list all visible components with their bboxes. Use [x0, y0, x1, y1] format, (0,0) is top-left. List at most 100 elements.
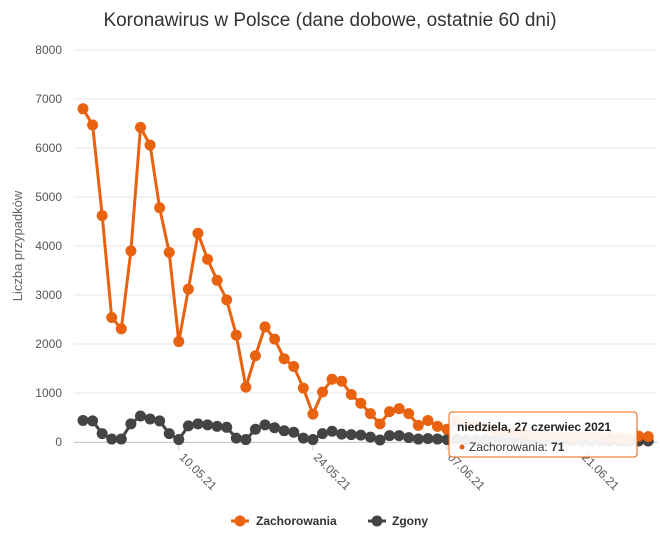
legend-item-zachorowania[interactable]: Zachorowania [231, 514, 337, 528]
data-point-zgony[interactable] [182, 420, 194, 432]
legend-label-zgony: Zgony [392, 514, 428, 528]
data-point-zgony[interactable] [125, 418, 137, 430]
data-point-zachorowania[interactable] [374, 418, 386, 430]
data-point-zachorowania[interactable] [230, 329, 242, 341]
data-point-zgony[interactable] [393, 430, 405, 442]
legend: Zachorowania Zgony [231, 514, 428, 528]
data-point-zgony[interactable] [269, 422, 281, 434]
legend-marker-zachorowania [234, 515, 246, 527]
data-point-zgony[interactable] [374, 434, 386, 446]
tooltip-series-marker [459, 444, 465, 450]
data-point-zgony[interactable] [326, 425, 338, 437]
data-point-zachorowania[interactable] [144, 139, 156, 151]
data-point-zgony[interactable] [307, 434, 319, 446]
legend-item-zgony[interactable]: Zgony [368, 514, 428, 528]
data-point-zgony[interactable] [134, 410, 146, 422]
data-point-zgony[interactable] [192, 418, 204, 430]
tooltip-colon: : [544, 440, 551, 454]
data-point-zachorowania[interactable] [336, 375, 348, 387]
data-point-zgony[interactable] [345, 429, 357, 441]
data-point-zachorowania[interactable] [297, 382, 309, 394]
data-point-zgony[interactable] [202, 419, 214, 431]
data-point-zachorowania[interactable] [96, 210, 108, 222]
data-point-zgony[interactable] [230, 432, 242, 444]
data-point-zgony[interactable] [403, 432, 415, 444]
data-point-zachorowania[interactable] [202, 253, 214, 265]
data-point-zgony[interactable] [154, 415, 166, 427]
data-point-zachorowania[interactable] [642, 431, 654, 443]
y-tick-label: 6000 [35, 141, 62, 155]
data-point-zachorowania[interactable] [192, 227, 204, 239]
data-point-zachorowania[interactable] [134, 121, 146, 133]
data-point-zgony[interactable] [336, 428, 348, 440]
data-point-zachorowania[interactable] [422, 414, 434, 426]
data-point-zachorowania[interactable] [259, 321, 271, 333]
data-point-zgony[interactable] [422, 433, 434, 445]
data-point-zachorowania[interactable] [115, 323, 127, 335]
data-point-zachorowania[interactable] [163, 246, 175, 258]
data-point-zgony[interactable] [278, 425, 290, 437]
series-line-zachorowania [81, 107, 650, 440]
data-point-zachorowania[interactable] [317, 386, 328, 398]
y-tick-label: 8000 [35, 43, 62, 57]
data-point-zachorowania[interactable] [288, 361, 300, 373]
data-point-zgony[interactable] [173, 434, 185, 446]
x-tick-label: 24.05.21 [311, 450, 354, 493]
data-point-zgony[interactable] [115, 433, 127, 445]
data-point-zachorowania[interactable] [431, 420, 443, 432]
data-point-zachorowania[interactable] [249, 350, 261, 362]
data-point-zachorowania[interactable] [326, 373, 338, 385]
data-point-zgony[interactable] [240, 434, 252, 446]
data-point-zgony[interactable] [106, 433, 118, 445]
data-point-zachorowania[interactable] [269, 333, 281, 345]
data-point-zachorowania[interactable] [211, 274, 223, 286]
data-point-zgony[interactable] [297, 432, 309, 444]
x-tick-label: 10.05.21 [177, 450, 220, 493]
data-point-zgony[interactable] [355, 429, 367, 441]
legend-label-zachorowania: Zachorowania [256, 514, 337, 528]
data-point-zgony[interactable] [144, 413, 156, 425]
data-point-zgony[interactable] [259, 419, 271, 431]
data-point-zachorowania[interactable] [364, 408, 376, 420]
data-point-zachorowania[interactable] [345, 388, 357, 400]
data-point-zachorowania[interactable] [307, 408, 319, 420]
data-point-zachorowania[interactable] [412, 419, 424, 431]
tooltip-date: niedziela, 27 czerwiec 2021 [457, 420, 611, 434]
tooltip-value: 71 [551, 440, 565, 454]
tooltip-line: Zachorowania: 71 [469, 440, 565, 454]
data-point-zgony[interactable] [364, 431, 376, 443]
data-point-zachorowania[interactable] [182, 283, 194, 295]
data-point-zachorowania[interactable] [221, 294, 233, 306]
data-point-zachorowania[interactable] [384, 406, 396, 418]
series-layer [77, 103, 654, 447]
data-point-zgony[interactable] [96, 428, 108, 440]
data-point-zgony[interactable] [77, 414, 89, 426]
data-point-zgony[interactable] [431, 433, 443, 445]
data-point-zgony[interactable] [412, 433, 424, 445]
gridlines [74, 49, 657, 443]
data-point-zgony[interactable] [87, 415, 99, 427]
data-point-zachorowania[interactable] [154, 202, 166, 214]
data-point-zgony[interactable] [317, 428, 328, 440]
data-point-zachorowania[interactable] [87, 119, 99, 131]
data-point-zachorowania[interactable] [125, 245, 137, 257]
data-point-zgony[interactable] [211, 420, 223, 432]
data-point-zachorowania[interactable] [403, 408, 415, 420]
data-point-zachorowania[interactable] [240, 381, 252, 393]
data-point-zgony[interactable] [288, 426, 300, 438]
data-point-zgony[interactable] [163, 428, 175, 440]
y-tick-label: 2000 [35, 337, 62, 351]
data-point-zgony[interactable] [221, 421, 233, 433]
tooltip: niedziela, 27 czerwiec 2021 Zachorowania… [448, 411, 638, 458]
data-point-zgony[interactable] [249, 423, 261, 435]
data-point-zgony[interactable] [384, 430, 396, 442]
data-point-zachorowania[interactable] [173, 336, 185, 348]
tooltip-series-name: Zachorowania [469, 440, 545, 454]
legend-marker-zgony [371, 515, 383, 527]
data-point-zachorowania[interactable] [77, 103, 89, 115]
data-point-zachorowania[interactable] [106, 312, 118, 324]
data-point-zachorowania[interactable] [355, 397, 367, 409]
data-point-zachorowania[interactable] [393, 403, 405, 415]
data-point-zachorowania[interactable] [278, 353, 290, 365]
